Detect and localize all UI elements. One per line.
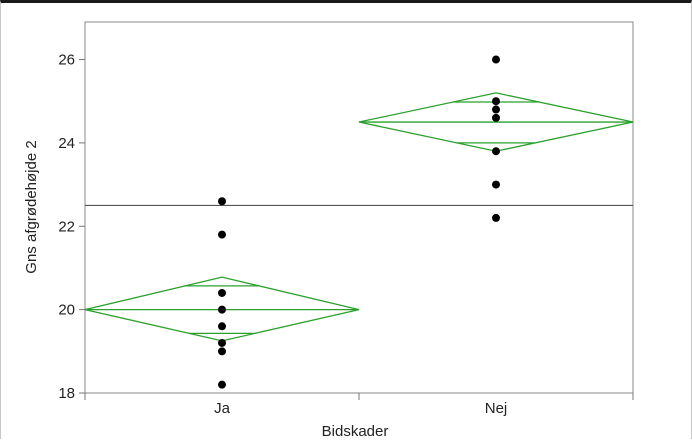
y-tick-label: 24 <box>58 135 75 152</box>
x-axis-ticks: Ja Nej <box>84 393 634 417</box>
y-tick-label: 26 <box>58 52 75 69</box>
y-axis-title: Gns afgrødehøjde 2 <box>23 140 40 273</box>
data-point <box>218 230 226 239</box>
data-points <box>218 55 500 389</box>
y-tick-label: 18 <box>58 385 75 402</box>
y-tick-label: 20 <box>58 302 75 319</box>
data-point <box>492 147 500 156</box>
data-point <box>492 97 500 106</box>
data-point <box>218 347 226 356</box>
x-axis-title: Bidskader <box>322 423 389 440</box>
data-point <box>492 180 500 189</box>
data-point <box>492 213 500 222</box>
data-point <box>218 197 226 206</box>
data-point <box>492 55 500 64</box>
means-diamonds <box>84 92 634 342</box>
data-point <box>218 380 226 389</box>
data-point <box>218 338 226 347</box>
plot-area <box>84 21 634 394</box>
y-tick-label: 22 <box>58 218 75 235</box>
x-tick-label: Nej <box>485 400 508 417</box>
data-point <box>218 288 226 297</box>
y-axis-ticks: 18 20 22 24 26 <box>58 52 85 402</box>
data-point <box>218 322 226 331</box>
plot-frame <box>84 21 634 394</box>
data-point <box>218 305 226 314</box>
means-diamond-chart: 18 20 22 24 26 Ja Nej Bidskader Gns afgrødehø… <box>23 21 634 440</box>
data-point <box>492 105 500 114</box>
data-point <box>492 113 500 122</box>
x-tick-label: Ja <box>214 400 231 417</box>
